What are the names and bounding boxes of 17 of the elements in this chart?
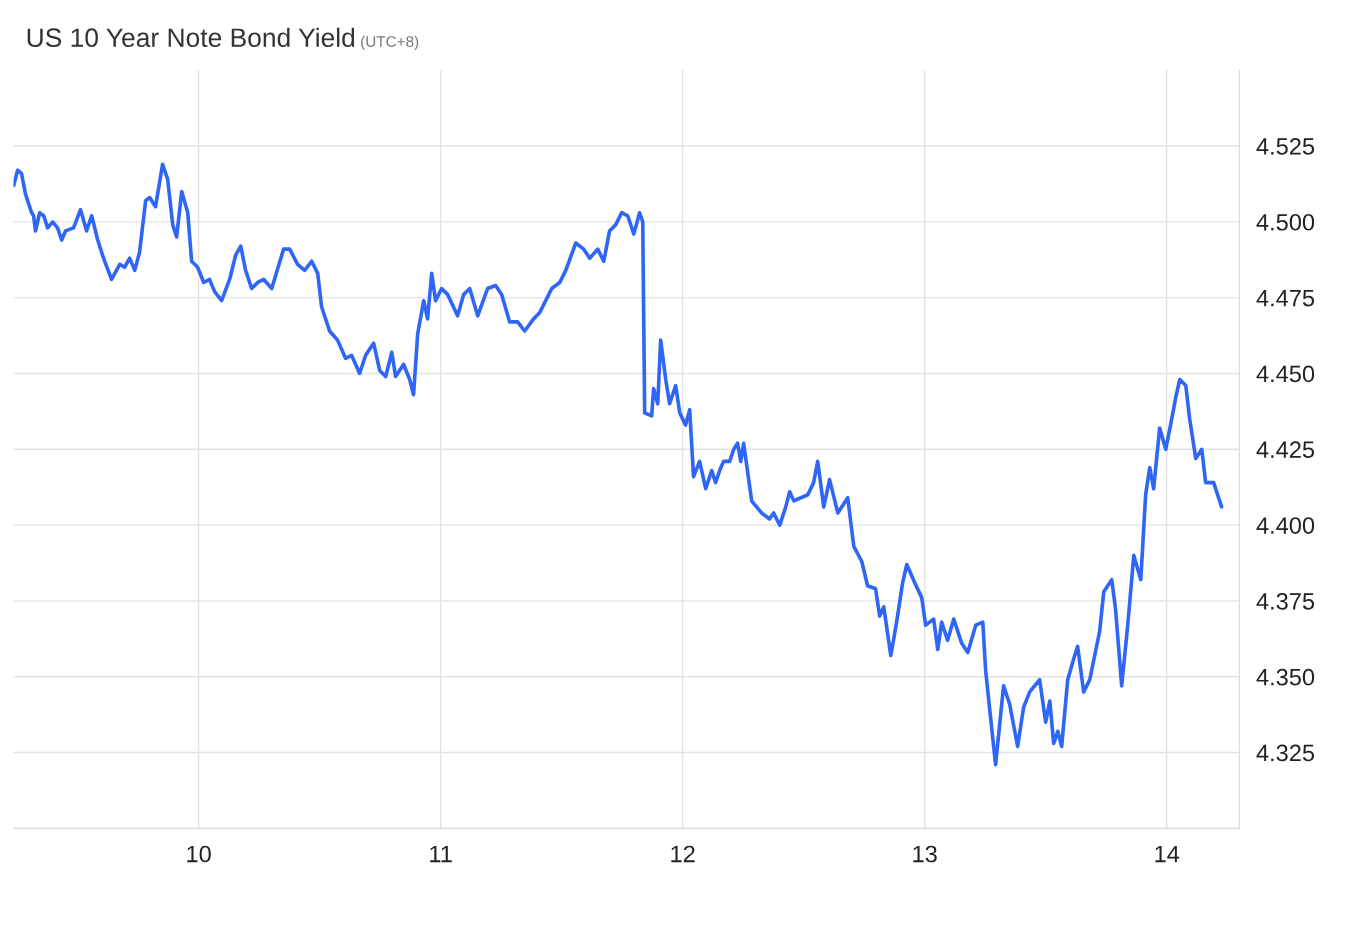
y-tick-label: 4.450 (1256, 365, 1315, 383)
x-tick-label: 10 (187, 845, 211, 863)
y-tick-label: 4.350 (1256, 668, 1315, 686)
chart-title: US 10 Year Note Bond Yield (27, 27, 355, 48)
y-tick-label: 4.500 (1256, 213, 1315, 231)
x-tick-label: 12 (671, 845, 695, 863)
x-tick-label: 14 (1155, 845, 1180, 863)
y-tick-label: 4.375 (1256, 592, 1315, 610)
chart-subtitle: (UTC+8) (361, 35, 419, 50)
y-tick-label: 4.475 (1256, 289, 1315, 307)
y-tick-label: 4.525 (1256, 138, 1315, 155)
x-tick-label: 11 (430, 845, 452, 863)
y-tick-label: 4.425 (1256, 441, 1315, 459)
line-series (13, 162, 1224, 767)
x-tick-label: 13 (913, 845, 937, 863)
y-tick-label: 4.400 (1256, 517, 1315, 534)
y-tick-label: 4.325 (1256, 744, 1315, 762)
